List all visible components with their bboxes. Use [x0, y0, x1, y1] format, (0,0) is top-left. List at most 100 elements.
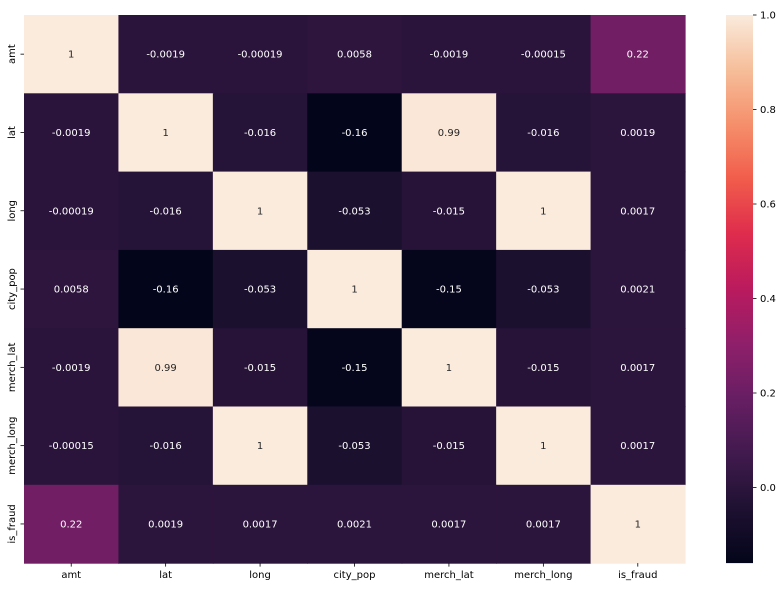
cell-value-label: 0.0021: [337, 519, 372, 530]
heatmap-cell: [24, 328, 120, 408]
x-tick-label: amt: [61, 570, 81, 581]
heatmap-cell: [496, 484, 592, 564]
heatmap-cell: [24, 171, 120, 251]
cell-value-label: -0.16: [342, 128, 368, 139]
cell-value-label: -0.00019: [238, 50, 283, 61]
cell-value-label: -0.053: [338, 206, 370, 217]
colorbar-tick-label: 0.4: [760, 294, 776, 305]
cell-value-label: -0.0019: [52, 363, 91, 374]
heatmap-cell: [24, 249, 120, 329]
cell-value-label: 1: [635, 519, 641, 530]
heatmap-cells: 1 -0.0019 -0.00019 0.0058 -0.0019 -0.00015 0.2…: [24, 15, 686, 564]
heatmap-cell: [118, 15, 214, 94]
y-tick-label: merch_long: [7, 417, 18, 475]
cell-value-label: 1: [257, 206, 263, 217]
cell-value-label: -0.016: [244, 128, 276, 139]
cell-value-label: 0.0058: [337, 50, 372, 61]
heatmap-cell: [212, 15, 308, 94]
cell-value-label: 1: [446, 363, 452, 374]
y-tick-label: lat: [7, 126, 18, 139]
colorbar-tick-label: 1.0: [760, 11, 776, 22]
heatmap-cell: [496, 171, 592, 251]
cell-value-label: 0.0017: [620, 441, 655, 452]
heatmap-cell: [590, 15, 686, 94]
heatmap-cell: [496, 93, 592, 173]
cell-value-label: -0.015: [433, 206, 465, 217]
heatmap-cell: [118, 328, 214, 408]
x-tick-label: merch_lat: [424, 570, 474, 581]
heatmap-cell: [307, 328, 403, 408]
cell-value-label: 0.0021: [620, 285, 655, 296]
cell-value-label: 0.99: [438, 128, 460, 139]
cell-value-label: -0.00015: [521, 50, 566, 61]
y-tick-label: amt: [7, 44, 18, 64]
colorbar: 0.0 0.2 0.4 0.6 0.8 1.0: [726, 11, 776, 564]
cell-value-label: -0.00019: [49, 206, 94, 217]
cell-value-label: -0.016: [150, 441, 182, 452]
heatmap-cell: [590, 93, 686, 173]
heatmap-cell: [24, 406, 120, 486]
cell-value-label: 0.0019: [148, 519, 183, 530]
x-tick-label: is_fraud: [618, 570, 657, 581]
cell-value-label: -0.053: [338, 441, 370, 452]
cell-value-label: -0.0019: [52, 128, 91, 139]
cell-value-label: -0.016: [527, 128, 559, 139]
heatmap-cell: [307, 406, 403, 486]
colorbar-gradient: [726, 15, 753, 564]
cell-value-label: -0.053: [527, 285, 559, 296]
heatmap-cell: [24, 93, 120, 173]
cell-value-label: 0.99: [155, 363, 177, 374]
x-tick-label: long: [249, 570, 271, 581]
heatmap-cell: [118, 93, 214, 173]
heatmap-cell: [24, 15, 120, 94]
x-tick-label: lat: [159, 570, 172, 581]
cell-value-label: -0.16: [153, 285, 179, 296]
heatmap-cell: [590, 171, 686, 251]
colorbar-tick-label: 0.2: [760, 389, 776, 400]
heatmap-cell: [118, 171, 214, 251]
cell-value-label: 1: [162, 128, 168, 139]
x-tick-label: city_pop: [334, 570, 376, 581]
heatmap-cell: [118, 406, 214, 486]
cell-value-label: -0.15: [436, 285, 462, 296]
heatmap-cell: [590, 328, 686, 408]
cell-value-label: -0.015: [433, 441, 465, 452]
heatmap-cell: [212, 406, 308, 486]
y-tick-label: long: [7, 200, 18, 222]
colorbar-tick-label: 0.0: [760, 483, 776, 494]
cell-value-label: 1: [257, 441, 263, 452]
heatmap-cell: [401, 249, 497, 329]
cell-value-label: 1: [540, 206, 546, 217]
y-tick-label: is_fraud: [7, 504, 18, 543]
x-tick-label: merch_long: [514, 570, 572, 581]
cell-value-label: -0.15: [342, 363, 368, 374]
cell-value-label: -0.015: [244, 363, 276, 374]
cell-value-label: 0.0019: [620, 128, 655, 139]
cell-value-label: 0.0017: [431, 519, 466, 530]
cell-value-label: 0.0058: [54, 285, 89, 296]
heatmap-cell: [496, 406, 592, 486]
heatmap-cell: [212, 171, 308, 251]
x-axis: amt lat long city_pop merch_lat merch_long is_…: [61, 563, 658, 581]
heatmap-cell: [401, 93, 497, 173]
heatmap-cell: [401, 328, 497, 408]
heatmap-cell: [496, 328, 592, 408]
heatmap-cell: [496, 15, 592, 94]
heatmap-cell: [401, 15, 497, 94]
heatmap-cell: [590, 484, 686, 564]
heatmap-cell: [24, 484, 120, 564]
heatmap-cell: [401, 406, 497, 486]
heatmap-cell: [401, 484, 497, 564]
y-tick-label: merch_lat: [7, 343, 18, 393]
colorbar-tick-label: 0.8: [760, 105, 776, 116]
cell-value-label: 0.0017: [620, 363, 655, 374]
cell-value-label: 0.0017: [243, 519, 278, 530]
heatmap-cell: [307, 484, 403, 564]
y-axis: amt lat long city_pop merch_lat merch_long is_…: [7, 44, 24, 544]
heatmap-cell: [307, 171, 403, 251]
cell-value-label: -0.053: [244, 285, 276, 296]
cell-value-label: 0.22: [60, 519, 82, 530]
heatmap-cell: [118, 249, 214, 329]
cell-value-label: 1: [68, 50, 74, 61]
